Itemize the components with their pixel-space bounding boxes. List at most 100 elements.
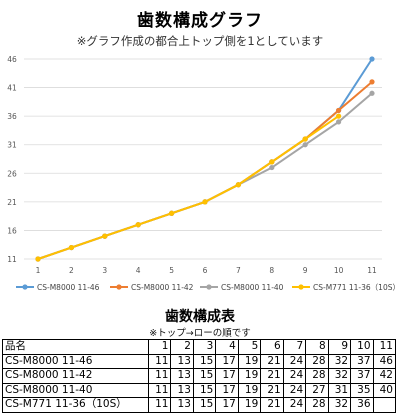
series-line	[37, 58, 373, 260]
table-row: CS-M771 11-36（10S） 11 13 15 17 19 21 24 28 32 36	[2, 397, 397, 413]
teeth-cell: 13	[170, 397, 194, 413]
teeth-cell: 35	[350, 382, 374, 398]
header-cell-5: 5	[237, 339, 262, 355]
x-tick-label: 1	[36, 266, 41, 275]
x-tick-label: 11	[367, 266, 377, 275]
y-tick-label: 11	[7, 255, 17, 264]
y-tick-label: 41	[7, 84, 17, 93]
teeth-cell: 46	[372, 353, 397, 369]
teeth-cell: 21	[260, 368, 284, 384]
x-tick-label: 8	[269, 266, 274, 275]
table-note: ※トップ→ローの順です	[149, 328, 251, 339]
data-point	[336, 107, 342, 114]
x-tick-label: 3	[102, 266, 107, 275]
teeth-cell: 15	[192, 382, 217, 398]
table-header-row: 品名 1 2 3 4 5 6 7 8 9 10 11	[2, 339, 397, 355]
teeth-cell: 37	[350, 353, 374, 369]
teeth-cell: 19	[237, 382, 262, 398]
teeth-cell: 13	[170, 353, 194, 369]
teeth-cell: 19	[237, 368, 262, 384]
teeth-cell: 36	[350, 397, 374, 413]
teeth-cell	[372, 397, 397, 413]
header-cell-7: 7	[282, 339, 307, 355]
series-line	[37, 92, 373, 260]
data-point	[235, 182, 241, 188]
y-tick-label: 46	[7, 55, 17, 64]
table-row: CS-M8000 11-42 11 13 15 17 19 21 24 28 32 37 42	[2, 368, 397, 384]
y-tick-label: 26	[7, 169, 17, 178]
teeth-cell: 24	[282, 368, 307, 384]
gear-table: 品名 1 2 3 4 5 6 7 8 9 10 11 CS-M8000 11-4…	[2, 339, 397, 413]
teeth-cell: 19	[237, 353, 262, 369]
header-cell-2: 2	[170, 339, 194, 355]
data-point	[302, 136, 308, 142]
data-point	[135, 222, 141, 228]
legend-label: CS-M8000 11-46	[37, 283, 100, 292]
y-tick-label: 21	[7, 198, 17, 207]
teeth-cell: 19	[237, 397, 262, 413]
teeth-cell: 27	[305, 382, 329, 398]
teeth-cell: 15	[192, 397, 217, 413]
data-point	[369, 56, 375, 62]
data-point	[169, 210, 175, 216]
table-row: CS-M8000 11-40 11 13 15 17 19 21 24 27 31 35 40	[2, 382, 397, 398]
header-cell-6: 6	[260, 339, 284, 355]
data-point	[269, 164, 275, 171]
data-point	[336, 119, 342, 125]
teeth-cell: 32	[327, 397, 352, 413]
data-point	[336, 113, 342, 119]
table-title: 歯数構成表	[165, 309, 235, 325]
teeth-cell: 21	[260, 397, 284, 413]
header-cell-9: 9	[327, 339, 352, 355]
series-line	[37, 81, 373, 260]
x-tick-label: 2	[69, 266, 74, 275]
header-cell-3: 3	[192, 339, 217, 355]
teeth-cell: 28	[305, 397, 329, 413]
header-cell-4: 4	[215, 339, 239, 355]
teeth-cell: 32	[327, 368, 352, 384]
y-tick-label: 31	[7, 141, 17, 150]
teeth-cell: 21	[260, 382, 284, 398]
teeth-cell: 24	[282, 353, 307, 369]
header-cell-8: 8	[305, 339, 329, 355]
teeth-cell: 17	[215, 382, 239, 398]
header-cell-11: 11	[372, 339, 397, 355]
teeth-cell: 11	[147, 368, 172, 384]
y-tick-label: 16	[7, 226, 17, 235]
x-tick-label: 5	[169, 266, 174, 275]
header-cell-1: 1	[147, 339, 172, 355]
legend-marker	[298, 284, 304, 290]
legend-label: CS-M771 11-36（10S）	[313, 283, 400, 292]
header-cell-10: 10	[350, 339, 374, 355]
legend-marker	[206, 284, 212, 290]
teeth-cell: 24	[282, 382, 307, 398]
teeth-cell: 15	[192, 368, 217, 384]
line-chart: 11 16 21 26 31 36 41 46 1 2 3 4 5 6 7 8 9 10 11 CS-M8000 11…	[7, 55, 400, 292]
data-point	[269, 159, 275, 165]
data-point	[369, 79, 375, 85]
teeth-cell: 28	[305, 368, 329, 384]
teeth-cell: 11	[147, 353, 172, 369]
model-cell: CS-M8000 11-40	[2, 382, 149, 398]
teeth-cell: 17	[215, 353, 239, 369]
teeth-cell: 13	[170, 368, 194, 384]
series-line	[37, 115, 340, 260]
model-cell: CS-M8000 11-42	[2, 368, 149, 384]
teeth-cell: 28	[305, 353, 329, 369]
teeth-cell: 37	[350, 368, 374, 384]
teeth-cell: 17	[215, 368, 239, 384]
x-tick-label: 6	[203, 266, 208, 275]
x-tick-label: 9	[303, 266, 308, 275]
data-point	[68, 244, 74, 251]
teeth-cell: 11	[147, 382, 172, 398]
legend-label: CS-M8000 11-42	[131, 283, 194, 292]
data-point	[102, 233, 108, 239]
teeth-cell: 40	[372, 382, 397, 398]
chart-subtitle: ※グラフ作成の都合上トップ側を1としています	[76, 34, 324, 48]
legend-marker	[22, 284, 28, 290]
chart-title: 歯数構成グラフ	[137, 11, 263, 31]
model-cell: CS-M771 11-36（10S）	[2, 397, 149, 413]
x-tick-label: 7	[236, 266, 241, 275]
x-tick-label: 4	[136, 266, 141, 275]
teeth-cell: 21	[260, 353, 284, 369]
